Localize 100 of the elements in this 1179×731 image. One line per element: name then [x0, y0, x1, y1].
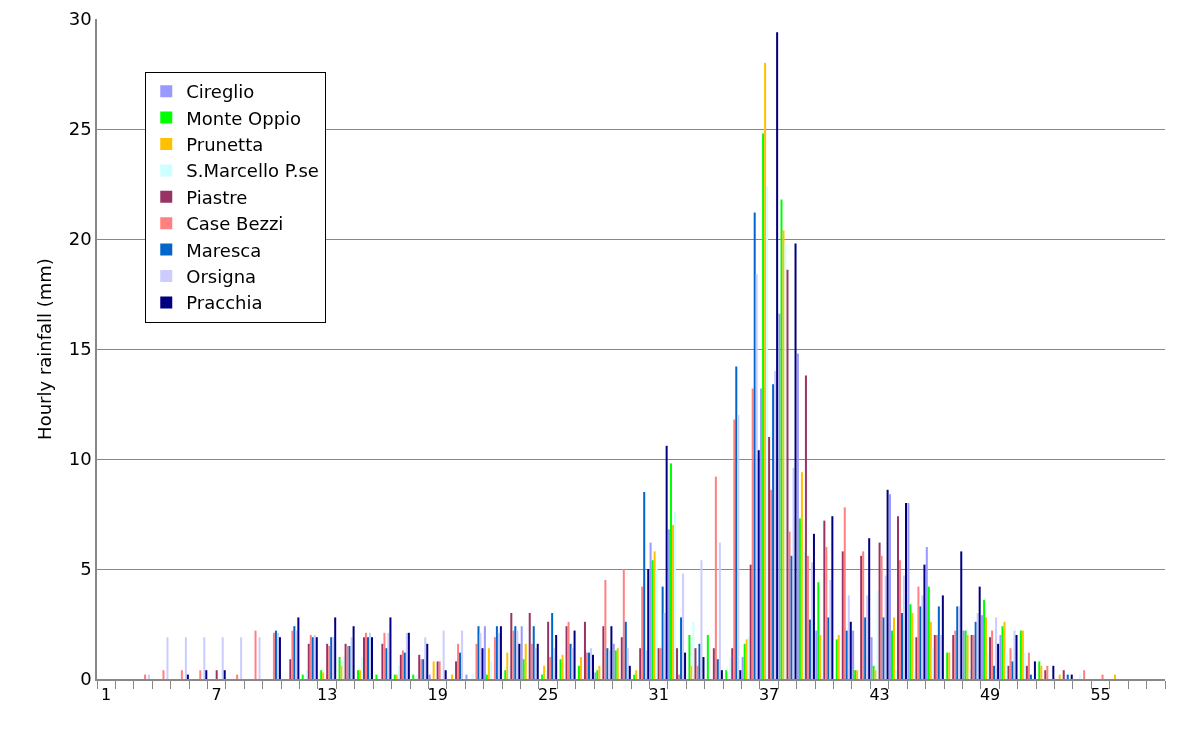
- x-tick-label: 25: [537, 684, 559, 704]
- bar: [360, 657, 363, 679]
- bar: [837, 635, 840, 679]
- bar: [784, 243, 787, 679]
- bar: [692, 621, 695, 679]
- bar: [776, 32, 779, 679]
- bar: [796, 353, 799, 679]
- legend-label: Orsigna: [186, 266, 257, 288]
- bar: [203, 637, 206, 679]
- bar: [864, 617, 867, 679]
- x-tick-label: 55: [1090, 684, 1111, 704]
- bar: [874, 670, 877, 679]
- bar: [661, 586, 664, 679]
- bar: [1040, 665, 1043, 679]
- bar: [180, 670, 183, 679]
- bar: [888, 494, 891, 679]
- bar: [573, 630, 576, 679]
- bar: [911, 613, 914, 679]
- bar: [960, 551, 963, 679]
- bar: [444, 670, 447, 679]
- bar: [295, 630, 298, 679]
- bar: [604, 580, 607, 679]
- bar: [1027, 652, 1030, 679]
- x-tick-label: 31: [648, 684, 669, 704]
- bar: [985, 617, 988, 679]
- bar: [714, 476, 717, 679]
- bar: [338, 657, 341, 679]
- bar: [524, 643, 527, 679]
- bar: [598, 665, 601, 679]
- bar: [743, 643, 746, 679]
- bar: [835, 639, 838, 679]
- bar: [624, 621, 627, 679]
- bar: [737, 415, 740, 679]
- bar: [892, 617, 895, 679]
- bar: [622, 569, 625, 679]
- bar: [921, 595, 924, 679]
- bar: [536, 643, 539, 679]
- bar: [780, 199, 783, 679]
- bar: [223, 670, 226, 679]
- bar: [371, 637, 374, 679]
- legend-label: Piastre: [186, 186, 248, 208]
- bar: [974, 621, 977, 679]
- bar: [514, 626, 517, 679]
- bar: [804, 375, 807, 679]
- bar: [559, 659, 562, 679]
- bar: [555, 635, 558, 679]
- bar: [334, 617, 337, 679]
- bar: [798, 518, 801, 679]
- bar: [516, 630, 519, 679]
- bar: [479, 632, 482, 679]
- x-tick-label: 37: [758, 684, 780, 704]
- bar: [741, 657, 744, 679]
- bar: [831, 516, 834, 679]
- bar: [841, 551, 844, 679]
- bar: [810, 562, 813, 679]
- bar: [762, 133, 765, 679]
- bar: [821, 639, 824, 679]
- bar: [561, 654, 564, 679]
- bar: [569, 643, 572, 679]
- bar: [993, 665, 996, 679]
- bar: [1038, 661, 1041, 679]
- y-tick-label: 15: [68, 338, 92, 360]
- bar: [939, 635, 942, 679]
- bar: [786, 269, 789, 679]
- bar: [184, 637, 187, 679]
- bar: [651, 560, 654, 679]
- bar: [641, 586, 644, 679]
- bar: [1003, 621, 1006, 679]
- x-tick-label: 19: [427, 684, 448, 704]
- legend-label: Case Bezzi: [186, 213, 284, 235]
- bar: [571, 648, 574, 679]
- bar: [753, 212, 756, 679]
- bar: [340, 665, 343, 679]
- bar: [790, 555, 793, 679]
- bar: [385, 648, 388, 679]
- bar: [876, 591, 879, 679]
- bar: [653, 551, 656, 679]
- bar: [647, 569, 650, 679]
- bar: [999, 635, 1002, 679]
- bar: [547, 621, 550, 679]
- bar: [577, 665, 580, 679]
- bar: [369, 632, 372, 679]
- bar: [978, 586, 981, 679]
- bar: [739, 670, 742, 679]
- bar: [768, 437, 771, 679]
- legend-label: Monte Oppio: [186, 107, 302, 129]
- bar: [716, 659, 719, 679]
- bar: [894, 670, 897, 679]
- bar: [1023, 652, 1026, 679]
- bar: [983, 599, 986, 679]
- bar: [591, 654, 594, 679]
- bar: [802, 551, 805, 679]
- y-tick-label: 30: [68, 8, 92, 30]
- legend-label: Pracchia: [186, 292, 263, 314]
- bar: [297, 617, 300, 679]
- bar: [166, 637, 169, 679]
- bar: [674, 511, 677, 679]
- bar: [882, 617, 885, 679]
- y-tick-label: 20: [68, 228, 92, 250]
- bar: [954, 630, 957, 679]
